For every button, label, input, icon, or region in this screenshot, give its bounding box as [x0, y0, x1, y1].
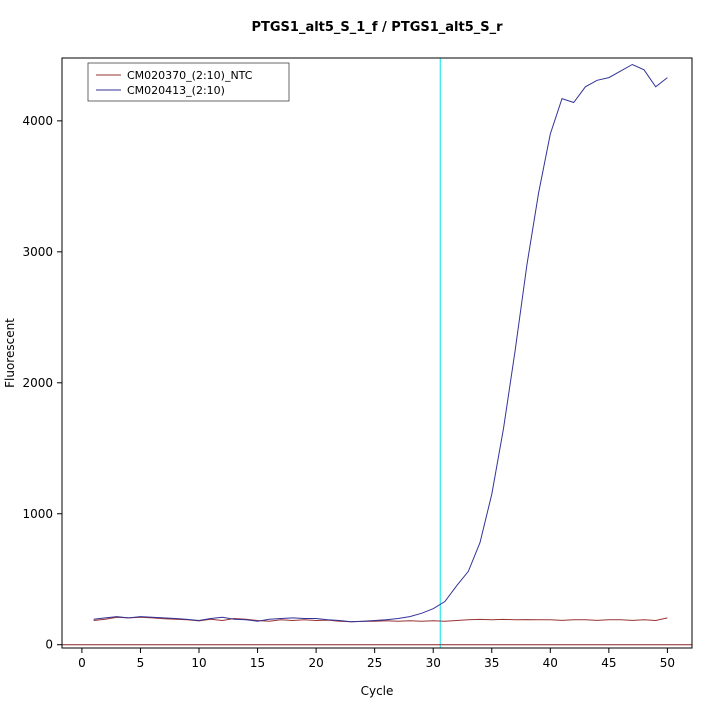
x-tick-label: 10 [191, 656, 206, 670]
x-tick-label: 35 [484, 656, 499, 670]
x-tick-label: 30 [426, 656, 441, 670]
plot-border [61, 57, 693, 649]
y-tick-label: 4000 [22, 114, 53, 128]
legend-label: CM020370_(2:10)_NTC [127, 69, 253, 82]
x-tick-label: 0 [78, 656, 86, 670]
x-tick-label: 15 [250, 656, 265, 670]
chart-title: PTGS1_alt5_S_1_f / PTGS1_alt5_S_r [251, 20, 503, 35]
series-line-CM020413_(2:10) [93, 63, 668, 623]
series-line-CM020370_(2:10)_NTC [93, 616, 668, 623]
y-tick-label: 3000 [22, 245, 53, 259]
x-tick-label: 5 [137, 656, 145, 670]
x-tick-label: 50 [660, 656, 675, 670]
y-tick-label: 1000 [22, 507, 53, 521]
x-axis-label: Cycle [361, 684, 394, 698]
y-axis-label: Fluorescent [3, 318, 17, 388]
y-tick-label: 0 [45, 638, 53, 652]
legend-box [87, 62, 290, 102]
x-tick-label: 20 [308, 656, 323, 670]
x-tick-label: 25 [367, 656, 382, 670]
x-tick-label: 45 [601, 656, 616, 670]
y-tick-label: 2000 [22, 376, 53, 390]
x-tick-label: 40 [543, 656, 558, 670]
legend-label: CM020413_(2:10) [127, 84, 225, 97]
plot-area: 0 5 10 15 20 25 30 35 40 45 50 0 1000 2000 3000 4000 CM0… [22, 57, 693, 670]
